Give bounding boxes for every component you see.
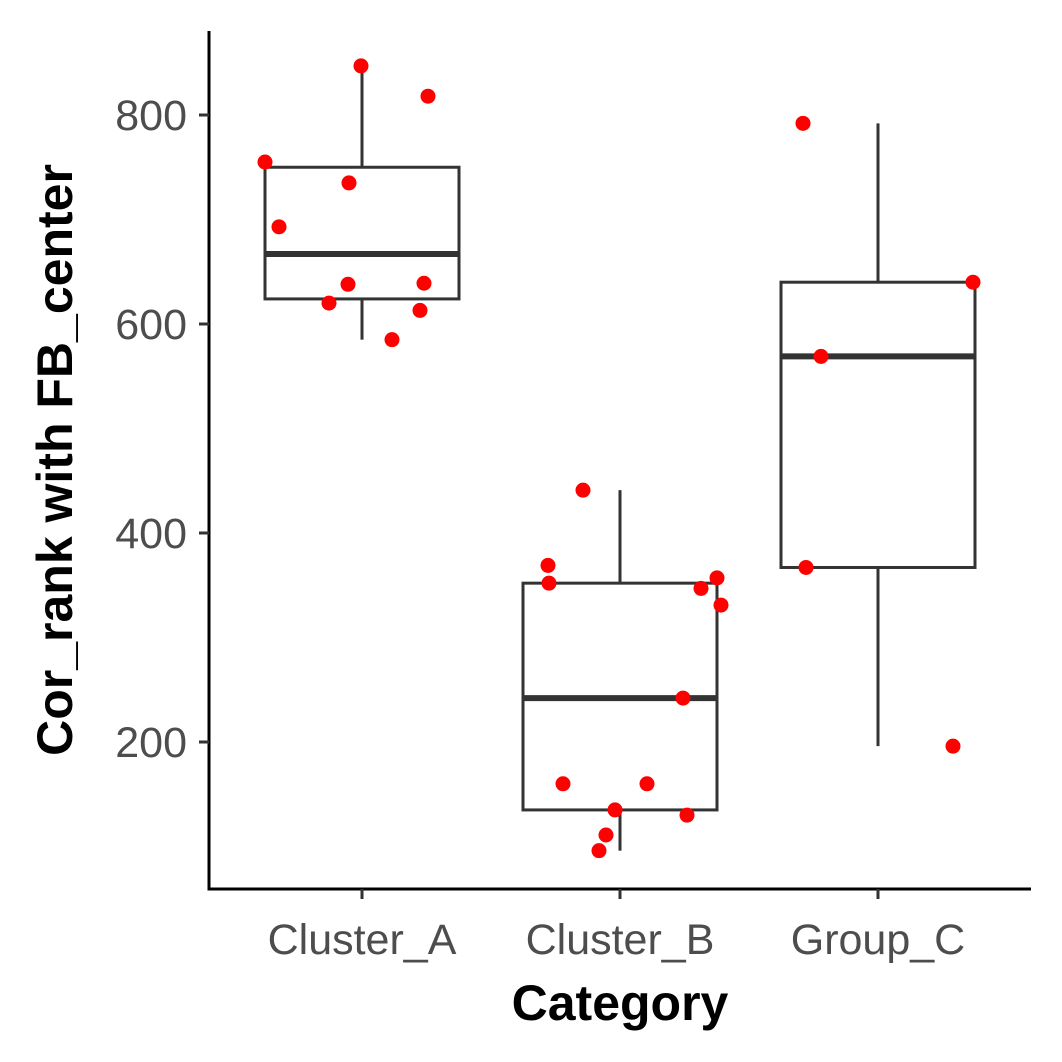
data-point [639,776,655,792]
data-point [340,276,356,292]
data-point [271,219,287,235]
data-point [384,332,400,348]
data-point [713,597,729,613]
data-point [591,843,607,859]
box-iqr [779,280,977,569]
data-point [965,274,981,290]
data-point [541,575,557,591]
box-cluster-b [521,490,719,851]
points-layer [257,58,981,859]
data-point [540,557,556,573]
data-point [709,570,725,586]
x-tick-label: Group_C [791,916,965,964]
data-point [945,738,961,754]
data-point [353,58,369,74]
data-point [575,482,591,498]
x-tick-label: Cluster_B [526,916,715,964]
y-tick-label: 800 [115,92,187,140]
data-point [693,580,709,596]
data-point [798,559,814,575]
data-point [679,807,695,823]
y-tick-label: 600 [115,301,187,349]
data-point [257,154,273,170]
data-point [813,348,829,364]
data-point [321,295,337,311]
y-tick-label: 200 [115,719,187,767]
boxes-layer [263,65,977,851]
box-group-c [779,123,977,747]
data-point [412,302,428,318]
data-point [341,175,357,191]
data-point [795,115,811,131]
ticks-layer: 200 400 600 800 Cluster_A Cluster_B Group_C [115,92,965,964]
data-point [555,776,571,792]
data-point [420,88,436,104]
x-tick-label: Cluster_A [268,916,457,964]
box-cluster-a [263,65,461,340]
y-axis-title: Cor_rank with FB_center [27,164,83,756]
y-tick-label: 400 [115,510,187,558]
data-point [598,827,614,843]
data-point [607,802,623,818]
data-point [416,275,432,291]
x-axis-title: Category [512,975,729,1031]
data-point [675,690,691,706]
